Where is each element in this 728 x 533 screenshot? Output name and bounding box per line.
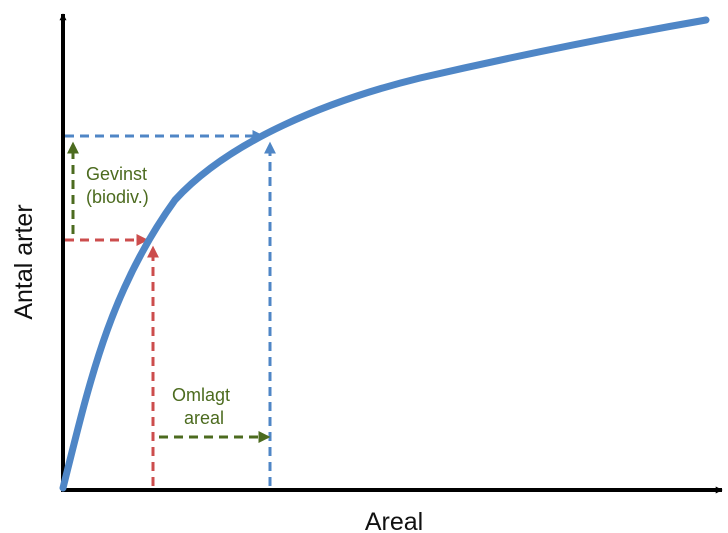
y-axis-label: Antal arter	[10, 204, 38, 319]
gain-label-line-1: Gevinst	[86, 164, 147, 184]
converted-area-label-line-2: areal	[184, 408, 224, 428]
converted-area-label-line-1: Omlagt	[172, 385, 230, 405]
x-axis-label: Areal	[365, 508, 423, 533]
converted-area-label: Omlagt areal	[172, 385, 235, 428]
gain-label-line-2: (biodiv.)	[86, 187, 149, 207]
species-area-curve	[59, 16, 710, 492]
gain-label: Gevinst (biodiv.)	[86, 164, 152, 207]
